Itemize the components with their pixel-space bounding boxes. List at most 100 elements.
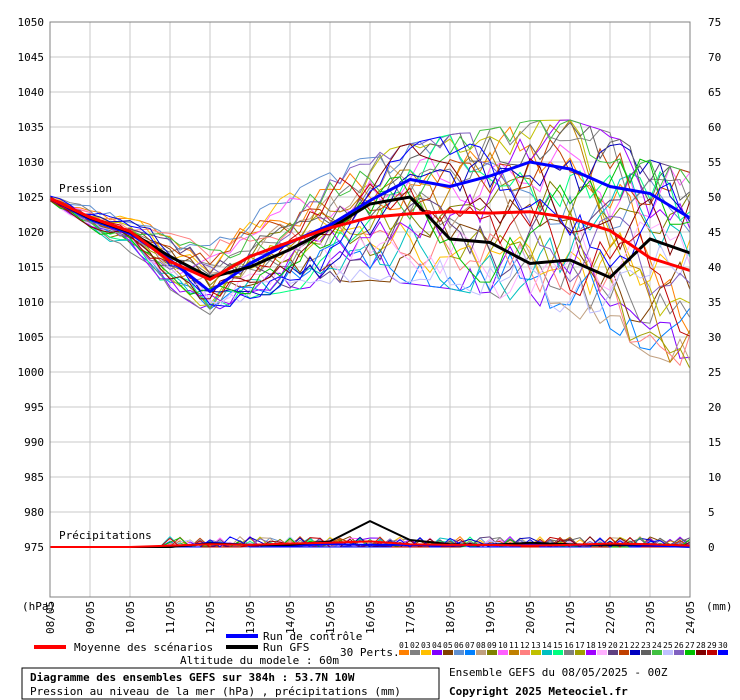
perturbation-swatch [641,650,651,655]
x-tick-label: 24/05 [684,601,697,634]
altitude-text: Altitude du modele : 60m [180,654,339,667]
x-tick-label: 21/05 [564,601,577,634]
perturbation-number: 28 [696,641,706,650]
right-tick-label: 35 [708,296,721,309]
perturbation-number: 02 [410,641,420,650]
perturbation-swatch [498,650,508,655]
right-tick-label: 50 [708,191,721,204]
legend-gfs-label: Run GFS [263,641,309,654]
left-tick-label: 1015 [18,261,45,274]
perturbation-number: 26 [674,641,684,650]
x-tick-label: 08/05 [44,601,57,634]
chart-title: Diagramme des ensembles GEFS sur 384h : … [30,671,355,684]
perturbation-pressure-line [49,144,691,275]
x-tick-label: 10/05 [124,601,137,634]
left-tick-label: 1050 [18,16,45,29]
perturbation-number: 21 [619,641,629,650]
perturbation-number: 24 [652,641,662,650]
perturbation-number: 15 [553,641,563,650]
perturbation-swatch [454,650,464,655]
perturbation-swatch [674,650,684,655]
left-tick-label: 980 [24,506,44,519]
series-precip-line [50,540,691,548]
perturbation-number: 10 [498,641,508,650]
perturbation-pressure-line [49,119,691,305]
perturbation-number: 17 [575,641,585,650]
perturbation-number: 27 [685,641,695,650]
perturbation-swatch [707,650,717,655]
perturbation-pressure-line [49,119,691,259]
perturbation-swatch [421,650,431,655]
left-tick-label: 985 [24,471,44,484]
perturbation-swatch [652,650,662,655]
x-tick-label: 15/05 [324,601,337,634]
perturbation-number: 18 [586,641,596,650]
perturbation-pressure-line [49,200,691,314]
perturbation-pressure-line [49,119,691,316]
right-tick-label: 20 [708,401,721,414]
x-axis-ticks: 08/05 09/05 10/05 11/05 12/05 13/05 14/05 15/05… [44,601,697,634]
left-unit-label: (hPa) [22,600,55,613]
perturbation-swatch [476,650,486,655]
right-tick-label: 75 [708,16,721,29]
right-tick-label: 5 [708,506,715,519]
perturbation-swatch [465,650,475,655]
perturbation-pressure-line [49,143,691,300]
perturbation-number: 14 [542,641,552,650]
right-tick-label: 65 [708,86,721,99]
x-tick-label: 18/05 [444,601,457,634]
x-tick-label: 09/05 [84,601,97,634]
perturbation-number: 25 [663,641,673,650]
legend-control-label: Run de contrôle [263,630,362,643]
perturbation-number: 11 [509,641,519,650]
axes [49,21,691,598]
right-tick-label: 45 [708,226,721,239]
left-tick-label: 1025 [18,191,45,204]
x-tick-label: 17/05 [404,601,417,634]
perturbation-pressure-line [49,200,691,304]
perturbation-number: 16 [564,641,574,650]
x-tick-label: 22/05 [604,601,617,634]
left-tick-label: 1035 [18,121,45,134]
x-tick-label: 12/05 [204,601,217,634]
left-tick-label: 995 [24,401,44,414]
perturbation-pressure-line [49,143,691,296]
x-tick-label: 14/05 [284,601,297,634]
perturbation-number: 07 [465,641,475,650]
chart-subtitle: Pression au niveau de la mer (hPa) , pré… [30,685,401,698]
copyright: Copyright 2025 Meteociel.fr [449,685,628,698]
left-axis-ticks: 1050 1045 1040 1035 1030 1025 1020 1015 1010 1005… [18,16,45,554]
perturbation-swatch [432,650,442,655]
grid [49,21,691,597]
perturbation-swatch [597,650,607,655]
perturbation-number: 23 [641,641,651,650]
perturbation-swatch [487,650,497,655]
perturbation-swatch [696,650,706,655]
perturbation-swatch [685,650,695,655]
run-info: Ensemble GEFS du 08/05/2025 - 00Z [449,666,668,679]
perturbation-swatch [608,650,618,655]
perturbation-number: 06 [454,641,464,650]
perturbation-pressure-line [49,177,691,337]
x-tick-label: 19/05 [484,601,497,634]
right-unit-label: (mm) [706,600,733,613]
left-tick-label: 1040 [18,86,45,99]
perturbation-number: 04 [432,641,442,650]
series-pressure-line [49,195,691,280]
right-tick-label: 70 [708,51,721,64]
x-tick-label: 13/05 [244,601,257,634]
perturbation-swatch [630,650,640,655]
legend: Run de contrôle Moyenne des scénarios Ru… [34,630,728,659]
left-tick-label: 1005 [18,331,45,344]
precip-label: Précipitations [59,529,152,542]
left-tick-label: 1010 [18,296,45,309]
perturbation-swatch [399,650,409,655]
right-tick-label: 55 [708,156,721,169]
x-tick-label: 23/05 [644,601,657,634]
perturbation-number: 01 [399,641,409,650]
perturbation-swatch [619,650,629,655]
perturbation-swatch [586,650,596,655]
perturbation-number: 19 [597,641,607,650]
